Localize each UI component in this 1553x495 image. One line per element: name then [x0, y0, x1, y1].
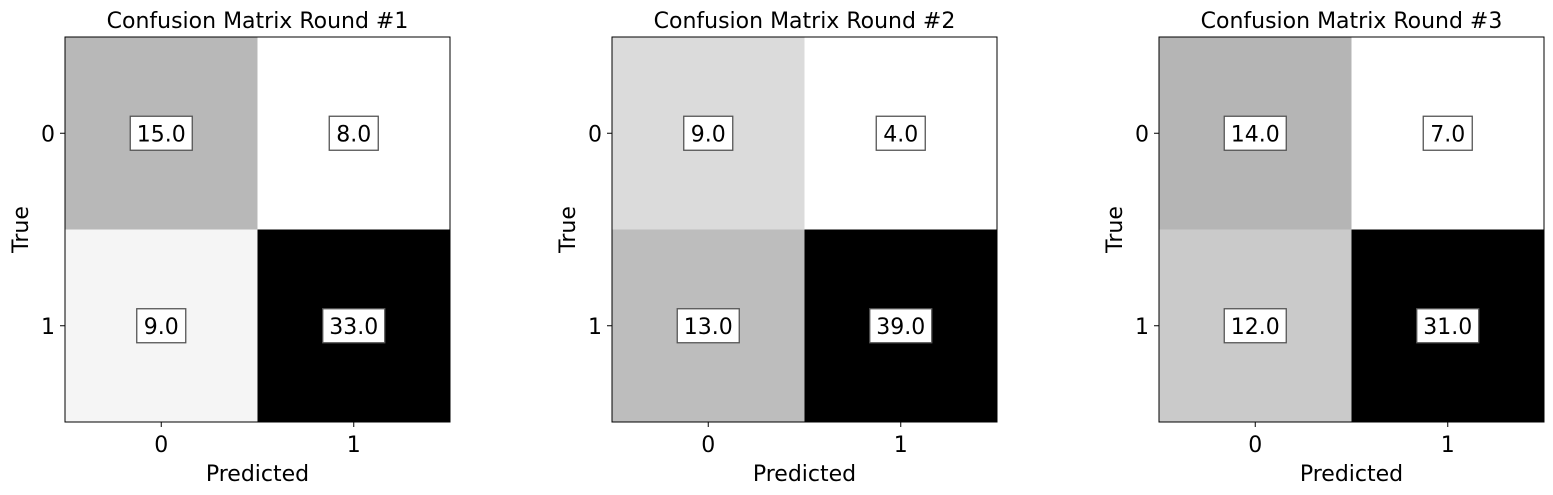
y-tick-label-0: 0 — [41, 122, 55, 147]
y-tick-label-1: 1 — [588, 315, 602, 340]
x-tick-label-1: 1 — [1441, 433, 1455, 458]
x-tick-label-1: 1 — [894, 433, 908, 458]
cell-label-box-r0-c0 — [683, 115, 734, 151]
y-tick-label-0: 0 — [1135, 122, 1149, 147]
chart-title: Confusion Matrix Round #2 — [654, 9, 956, 34]
cell-label-box-r1-c0 — [676, 308, 740, 344]
chart-title: Confusion Matrix Round #1 — [107, 9, 409, 34]
y-tick-label-1: 1 — [1135, 315, 1149, 340]
x-tick-label-0: 0 — [1248, 433, 1262, 458]
confusion-matrix-panel-1: 15.0 8.0 9.0 33.0 Confusion Matrix Round #1 0… — [9, 9, 451, 487]
x-axis-label: Predicted — [753, 462, 856, 487]
cell-value-label-r0-c0: 9.0 — [691, 122, 726, 147]
cell-label-box-r0-c0 — [129, 115, 193, 151]
y-axis-label: True — [556, 206, 581, 254]
cell-label-box-r1-c1 — [322, 308, 386, 344]
cell-value-label-r0-c1: 8.0 — [336, 122, 371, 147]
cell-value-label-r0-c0: 14.0 — [1231, 122, 1280, 147]
cell-label-box-r1-c0 — [136, 308, 187, 344]
x-axis-label: Predicted — [206, 462, 309, 487]
confusion-matrix-panel-2: 9.0 4.0 13.0 39.0 Confusion Matrix Round #2 0… — [556, 9, 998, 487]
x-tick-label-0: 0 — [154, 433, 168, 458]
y-tick-label-1: 1 — [41, 315, 55, 340]
cell-label-box-r1-c0 — [1223, 308, 1287, 344]
cell-label-box-r0-c0 — [1223, 115, 1287, 151]
cell-label-box-r1-c1 — [869, 308, 933, 344]
chart-title: Confusion Matrix Round #3 — [1201, 9, 1503, 34]
axes-frame — [611, 36, 998, 423]
cell-value-label-r0-c1: 4.0 — [883, 122, 918, 147]
y-axis-label: True — [9, 206, 34, 254]
y-tick-label-0: 0 — [588, 122, 602, 147]
cell-label-box-r1-c1 — [1416, 308, 1480, 344]
cell-label-box-r0-c1 — [875, 115, 926, 151]
y-axis-label: True — [1103, 206, 1128, 254]
cell-value-label-r1-c1: 39.0 — [876, 315, 925, 340]
x-tick-label-1: 1 — [347, 433, 361, 458]
axes-frame — [1158, 36, 1545, 423]
cell-value-label-r1-c1: 31.0 — [1423, 315, 1472, 340]
axes-frame — [64, 36, 451, 423]
cell-label-box-r0-c1 — [328, 115, 379, 151]
cell-value-label-r1-c0: 13.0 — [684, 315, 733, 340]
x-axis-label: Predicted — [1300, 462, 1403, 487]
cell-value-label-r1-c0: 12.0 — [1231, 315, 1280, 340]
cell-value-label-r1-c0: 9.0 — [144, 315, 179, 340]
confusion-matrix-panel-3: 14.0 7.0 12.0 31.0 Confusion Matrix Round #3… — [1103, 9, 1545, 487]
cell-value-label-r1-c1: 33.0 — [329, 315, 378, 340]
cell-label-box-r0-c1 — [1422, 115, 1473, 151]
x-tick-label-0: 0 — [701, 433, 715, 458]
cell-value-label-r0-c0: 15.0 — [137, 122, 186, 147]
cell-value-label-r0-c1: 7.0 — [1430, 122, 1465, 147]
